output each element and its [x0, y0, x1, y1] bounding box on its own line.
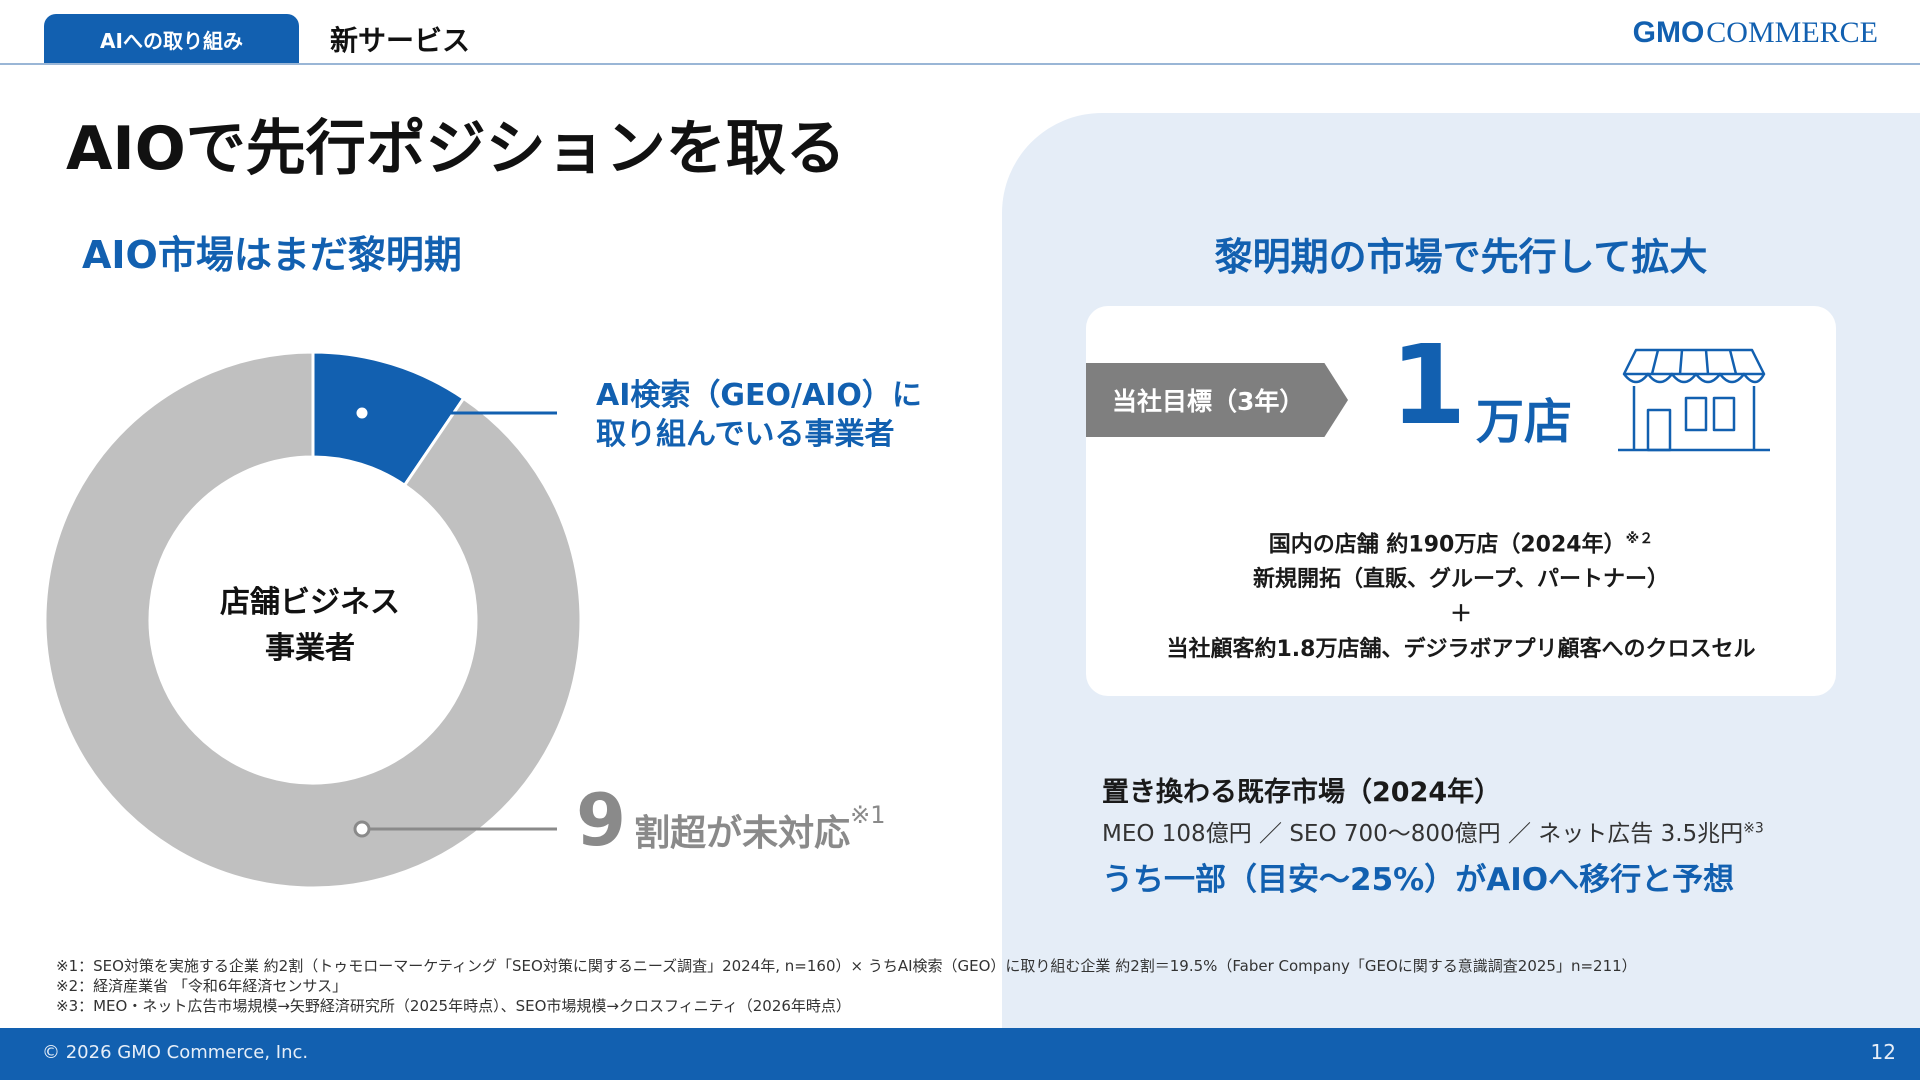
leader-lines — [353, 404, 557, 838]
market-title: 置き換わる既存市場（2024年） — [1102, 777, 1502, 808]
store-icon — [1618, 348, 1770, 452]
ai-adopters-label: AI検索（GEO/AIO）に 取り組んでいる事業者 — [596, 376, 922, 454]
detail-line-new: 新規開拓（直販、グループ、パートナー） — [1252, 567, 1670, 593]
leader-dot-ai — [353, 404, 371, 422]
donut-chart — [43, 350, 583, 890]
donut-slice-1 — [43, 350, 583, 890]
page-number: 12 — [1870, 1040, 1896, 1064]
gmo-commerce-logo: GMO COMMERCE — [1633, 16, 1878, 50]
unaddressed-footnote-mark: ※1 — [850, 801, 886, 829]
unaddressed-share: 9 割超が未対応※1 — [576, 778, 886, 862]
target-label: 当社目標（3年） — [1086, 363, 1348, 437]
target-unit: 万店 — [1476, 394, 1573, 450]
detail-line-crosssell: 当社顧客約1.8万店舗、デジラボアプリ顧客へのクロスセル — [1166, 637, 1756, 663]
left-subtitle: AIO市場はまだ黎明期 — [82, 233, 462, 277]
target-details: 国内の店舗 約190万店（2024年）※２ 新規開拓（直販、グループ、パートナー… — [1086, 522, 1836, 667]
section-title: 新サービス — [330, 24, 471, 57]
ai-label-line1: AI検索（GEO/AIO）に — [596, 378, 922, 413]
footer-bar: © 2026 GMO Commerce, Inc. 12 — [0, 1028, 1920, 1080]
target-value: 1 — [1390, 321, 1467, 449]
donut-center-label: 店舗ビジネス 事業者 — [180, 580, 440, 672]
center-label-line1: 店舗ビジネス — [220, 585, 400, 620]
leader-dot-unaddressed — [353, 820, 371, 838]
unaddressed-text: 割超が未対応 — [634, 813, 851, 854]
footnote-2: ※2：経済産業省 「令和6年経済センサス」 — [56, 977, 348, 995]
footnote-3: ※3：MEO・ネット広告市場規模→矢野経済研究所（2025年時点）、SEO市場規… — [56, 997, 851, 1015]
logo-commerce-text: COMMERCE — [1706, 16, 1878, 49]
detail-footnote-mark: ※２ — [1625, 531, 1654, 547]
center-label-line2: 事業者 — [265, 631, 355, 666]
market-footnote-mark: ※3 — [1743, 820, 1764, 837]
header-divider — [0, 63, 1920, 65]
market-highlight: うち一部（目安～25%）がAIOへ移行と予想 — [1102, 862, 1735, 898]
unaddressed-number: 9 — [576, 778, 627, 862]
footnotes: ※1：SEO対策を実施する企業 約2割（トゥモローマーケティング「SEO対策に関… — [56, 956, 1637, 1016]
market-sizes: MEO 108億円 ／ SEO 700～800億円 ／ ネット広告 3.5兆円※… — [1102, 820, 1764, 847]
right-subtitle: 黎明期の市場で先行して拡大 — [1214, 235, 1708, 279]
footnote-1: ※1：SEO対策を実施する企業 約2割（トゥモローマーケティング「SEO対策に関… — [56, 957, 1637, 975]
tab-ai-initiatives[interactable]: AIへの取り組み — [44, 14, 299, 64]
detail-line-stores: 国内の店舗 約190万店（2024年）※２ — [1268, 531, 1654, 558]
logo-gmo-text: GMO — [1632, 16, 1705, 49]
page-title: AIOで先行ポジションを取る — [66, 114, 846, 184]
ai-label-line2: 取り組んでいる事業者 — [596, 417, 895, 452]
copyright: © 2026 GMO Commerce, Inc. — [42, 1042, 309, 1063]
detail-line-plus: ＋ — [1449, 602, 1472, 628]
